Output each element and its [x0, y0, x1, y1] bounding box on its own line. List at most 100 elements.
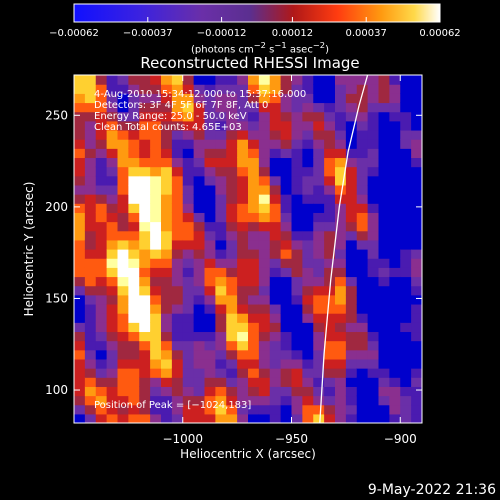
heatmap-cell — [215, 413, 227, 423]
heatmap-cell — [161, 276, 173, 287]
heatmap-cell — [269, 313, 282, 323]
heatmap-cell — [335, 322, 347, 333]
heatmap-cell — [280, 331, 293, 342]
heatmap-cell — [171, 102, 184, 113]
heatmap-cell — [248, 102, 260, 113]
heatmap-cell — [128, 221, 140, 232]
heatmap-cell — [248, 313, 260, 323]
heatmap-cell — [128, 175, 140, 186]
heatmap-cell — [378, 395, 390, 406]
heatmap-cell — [84, 313, 97, 323]
heatmap-cell — [84, 368, 97, 378]
heatmap-cell — [161, 340, 173, 351]
heatmap-cell — [378, 111, 390, 122]
heatmap-cell — [411, 120, 422, 131]
heatmap-cell — [226, 358, 238, 369]
heatmap-cell — [367, 120, 380, 131]
heatmap-cell — [258, 331, 271, 342]
heatmap-cell — [313, 166, 325, 177]
heatmap-cell — [84, 413, 97, 423]
heatmap-cell — [389, 184, 401, 195]
heatmap-cell — [411, 239, 422, 250]
heatmap-cell — [389, 75, 401, 85]
heatmap-cell — [258, 157, 271, 168]
heatmap-cell — [324, 120, 336, 131]
heatmap-cell — [335, 368, 347, 378]
heatmap-cell — [291, 212, 303, 223]
heatmap-cell — [389, 230, 401, 241]
colorbar-tick-label: 0.00012 — [272, 28, 313, 39]
heatmap-cell — [400, 239, 412, 250]
heatmap-cell — [171, 93, 184, 104]
heatmap-cell — [171, 377, 184, 387]
heatmap-cell — [226, 194, 238, 204]
heatmap-cell — [204, 404, 216, 415]
heatmap-cell — [400, 294, 412, 305]
heatmap-cell — [237, 166, 249, 177]
solar-limb-curve — [319, 75, 369, 423]
heatmap-cell — [291, 276, 303, 287]
heatmap-cell — [171, 157, 184, 168]
heatmap-cell — [335, 349, 347, 360]
heatmap-cell — [117, 395, 129, 406]
heatmap-cell — [367, 294, 380, 305]
heatmap-cell — [313, 386, 325, 397]
heatmap-cell — [106, 377, 119, 387]
heatmap-cell — [171, 203, 184, 213]
heatmap-cell — [226, 322, 238, 333]
heatmap-cell — [345, 276, 358, 287]
heatmap-cell — [269, 75, 282, 85]
heatmap-cell — [74, 212, 86, 223]
heatmap-cell — [345, 349, 358, 360]
heatmap-cell — [367, 93, 380, 104]
heatmap-cell — [400, 129, 412, 140]
heatmap-cell — [378, 349, 390, 360]
heatmap-cell — [74, 368, 86, 378]
heatmap-cell — [226, 184, 238, 195]
heatmap-cell — [193, 175, 206, 186]
heatmap-cell — [74, 102, 86, 113]
heatmap-cell — [139, 285, 151, 296]
heatmap-cell — [161, 368, 173, 378]
heatmap-cell — [193, 120, 206, 131]
heatmap-cell — [215, 184, 227, 195]
heatmap-cell — [313, 303, 325, 314]
heatmap-cell — [411, 368, 422, 378]
heatmap-cell — [324, 377, 336, 387]
heatmap-cell — [400, 148, 412, 159]
heatmap-cell — [237, 395, 249, 406]
heatmap-cell — [139, 230, 151, 241]
heatmap-cell — [389, 129, 401, 140]
heatmap-cell — [84, 294, 97, 305]
heatmap-cell — [411, 221, 422, 232]
heatmap-cell — [313, 413, 325, 423]
colorbar-tick-label: −0.00062 — [49, 28, 99, 39]
heatmap-cell — [74, 358, 86, 369]
heatmap-cell — [161, 313, 173, 323]
heatmap-cell — [226, 404, 238, 415]
heatmap-cell — [84, 377, 97, 387]
heatmap-cell — [269, 395, 282, 406]
heatmap-cell — [204, 331, 216, 342]
heatmap-cell — [335, 377, 347, 387]
heatmap-cell — [367, 184, 380, 195]
heatmap-cell — [258, 102, 271, 113]
heatmap-cell — [215, 276, 227, 287]
heatmap-cell — [117, 368, 129, 378]
heatmap-cell — [280, 120, 293, 131]
heatmap-cell — [345, 340, 358, 351]
heatmap-cell — [313, 276, 325, 287]
x-tick-label: −900 — [384, 432, 417, 446]
heatmap-cell — [106, 313, 119, 323]
heatmap-cell — [193, 203, 206, 213]
heatmap-cell — [117, 386, 129, 397]
heatmap-cell — [356, 276, 369, 287]
heatmap-cell — [106, 386, 119, 397]
heatmap-cell — [171, 221, 184, 232]
heatmap-cell — [291, 358, 303, 369]
heatmap-cell — [411, 111, 422, 122]
heatmap-cell — [128, 322, 140, 333]
heatmap-cell — [237, 340, 249, 351]
heatmap-cell — [171, 139, 184, 149]
heatmap-cell — [356, 395, 369, 406]
